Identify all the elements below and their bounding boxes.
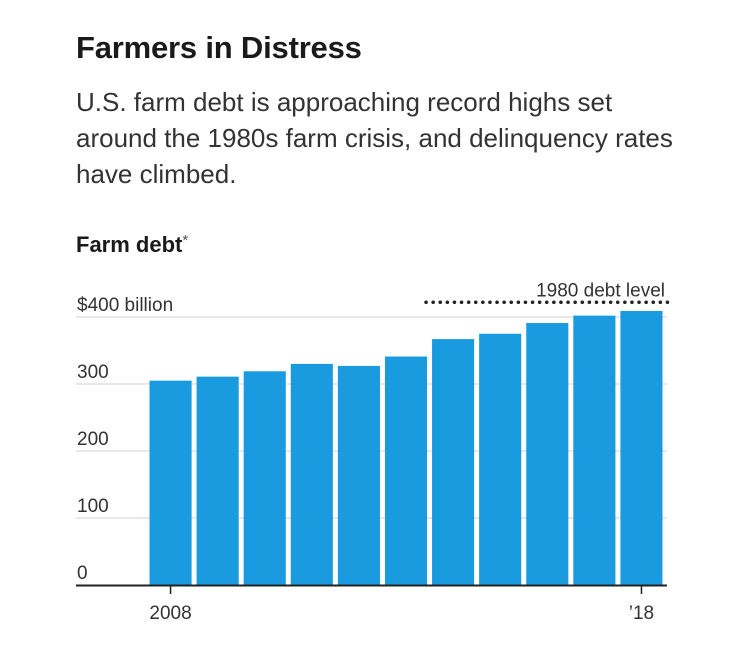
subheadline: U.S. farm debt is approaching record hig… [76, 87, 673, 189]
bar-2010 [243, 371, 286, 585]
chart-title: Farm debt* [76, 232, 188, 258]
reference-line-label: 1980 debt level [536, 280, 665, 301]
bar-2014 [432, 339, 475, 585]
bar-2018 [620, 310, 663, 585]
axes: 0 100 200 300 $400 billion 2008 ’18 [76, 295, 667, 624]
bar-2016 [526, 323, 569, 585]
bar-2008 [149, 380, 192, 585]
y-tick-label: 200 [77, 429, 109, 450]
bars [149, 310, 663, 585]
x-tick-label: 2008 [149, 603, 191, 624]
y-tick-label: 300 [77, 362, 109, 383]
reference-line-group: 1980 debt level [424, 280, 673, 304]
headline: Farmers in Distress [76, 30, 362, 65]
x-tick-label: ’18 [629, 603, 654, 624]
bar-2009 [196, 376, 239, 585]
bar-2017 [573, 315, 616, 585]
y-tick-label: 0 [77, 563, 88, 584]
y-tick-label: 100 [77, 496, 109, 517]
bar-2013 [384, 356, 428, 585]
y-tick-label: $400 billion [77, 295, 173, 316]
bar-2015 [479, 333, 522, 585]
chart-title-text: Farm debt [76, 232, 183, 257]
bar-2012 [337, 365, 380, 585]
chart-title-footnote-mark: * [182, 232, 189, 249]
bar-2011 [290, 363, 333, 585]
